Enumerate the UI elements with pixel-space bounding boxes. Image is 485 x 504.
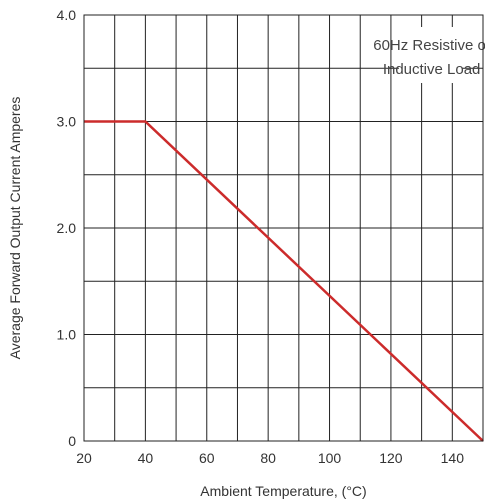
- y-axis-label: Average Forward Output Current Amperes: [7, 97, 23, 360]
- x-tick-label: 140: [441, 450, 465, 466]
- series: [84, 120, 484, 442]
- annotation-box: [398, 27, 462, 83]
- x-tick-labels: 20 40 60 80 100 120 140: [76, 450, 464, 466]
- derating-curve: [84, 120, 484, 442]
- x-tick-label: 20: [76, 450, 92, 466]
- y-tick-label: 4.0: [57, 7, 77, 23]
- grid: [84, 15, 483, 441]
- annotation-line-2: Inductive Load: [383, 61, 481, 78]
- y-tick-label: 2.0: [57, 220, 77, 236]
- x-tick-label: 100: [318, 450, 342, 466]
- y-tick-label: 1.0: [57, 327, 77, 343]
- annotation-line-1: 60Hz Resistive of: [373, 37, 485, 54]
- x-tick-label: 40: [138, 450, 154, 466]
- x-tick-label: 60: [199, 450, 215, 466]
- x-tick-label: 80: [260, 450, 276, 466]
- plot-frame: [83, 14, 484, 442]
- y-tick-label: 3.0: [57, 114, 77, 130]
- x-axis-label: Ambient Temperature, (°C): [200, 483, 366, 499]
- y-tick-labels: 0 1.0 2.0 3.0 4.0: [57, 7, 77, 449]
- y-tick-label: 0: [68, 433, 76, 449]
- annotation: 60Hz Resistive of Inductive Load: [373, 37, 485, 78]
- x-tick-label: 120: [379, 450, 403, 466]
